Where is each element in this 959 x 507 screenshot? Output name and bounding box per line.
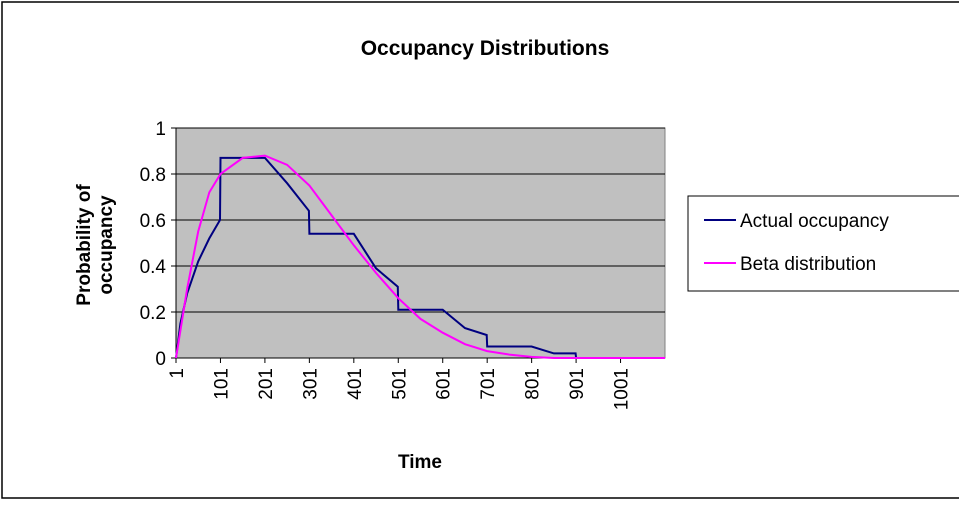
y-axis-label: Probability of occupancy: [74, 184, 117, 306]
legend-label: Actual occupancy: [740, 211, 889, 232]
chart-title: Occupancy Distributions: [361, 37, 610, 60]
legend-box: [687, 195, 959, 292]
x-tick-label: 501: [389, 368, 410, 400]
y-tick-label: 0: [155, 349, 166, 370]
x-axis-label: Time: [398, 452, 442, 473]
x-tick-label: 901: [567, 368, 588, 400]
legend-label: Beta distribution: [740, 254, 876, 275]
x-tick-label: 301: [300, 368, 321, 400]
x-tick-label: 1001: [612, 368, 633, 410]
y-tick-label: 0.6: [140, 211, 166, 232]
y-tick-label: 1: [155, 119, 166, 140]
y-tick-label: 0.8: [140, 165, 166, 186]
x-tick-label: 101: [211, 368, 232, 400]
x-tick-label: 1: [167, 368, 188, 379]
series-line: [175, 156, 665, 359]
x-tick-label: 401: [345, 368, 366, 400]
y-tick-label: 0.2: [140, 303, 166, 324]
x-tick-label: 701: [478, 368, 499, 400]
y-tick-label: 0.4: [140, 257, 167, 278]
x-tick-label: 601: [434, 368, 455, 400]
x-tick-label: 201: [256, 368, 277, 400]
plot-area: [175, 127, 666, 359]
x-tick-label: 801: [523, 368, 544, 400]
series-line: [175, 154, 665, 359]
